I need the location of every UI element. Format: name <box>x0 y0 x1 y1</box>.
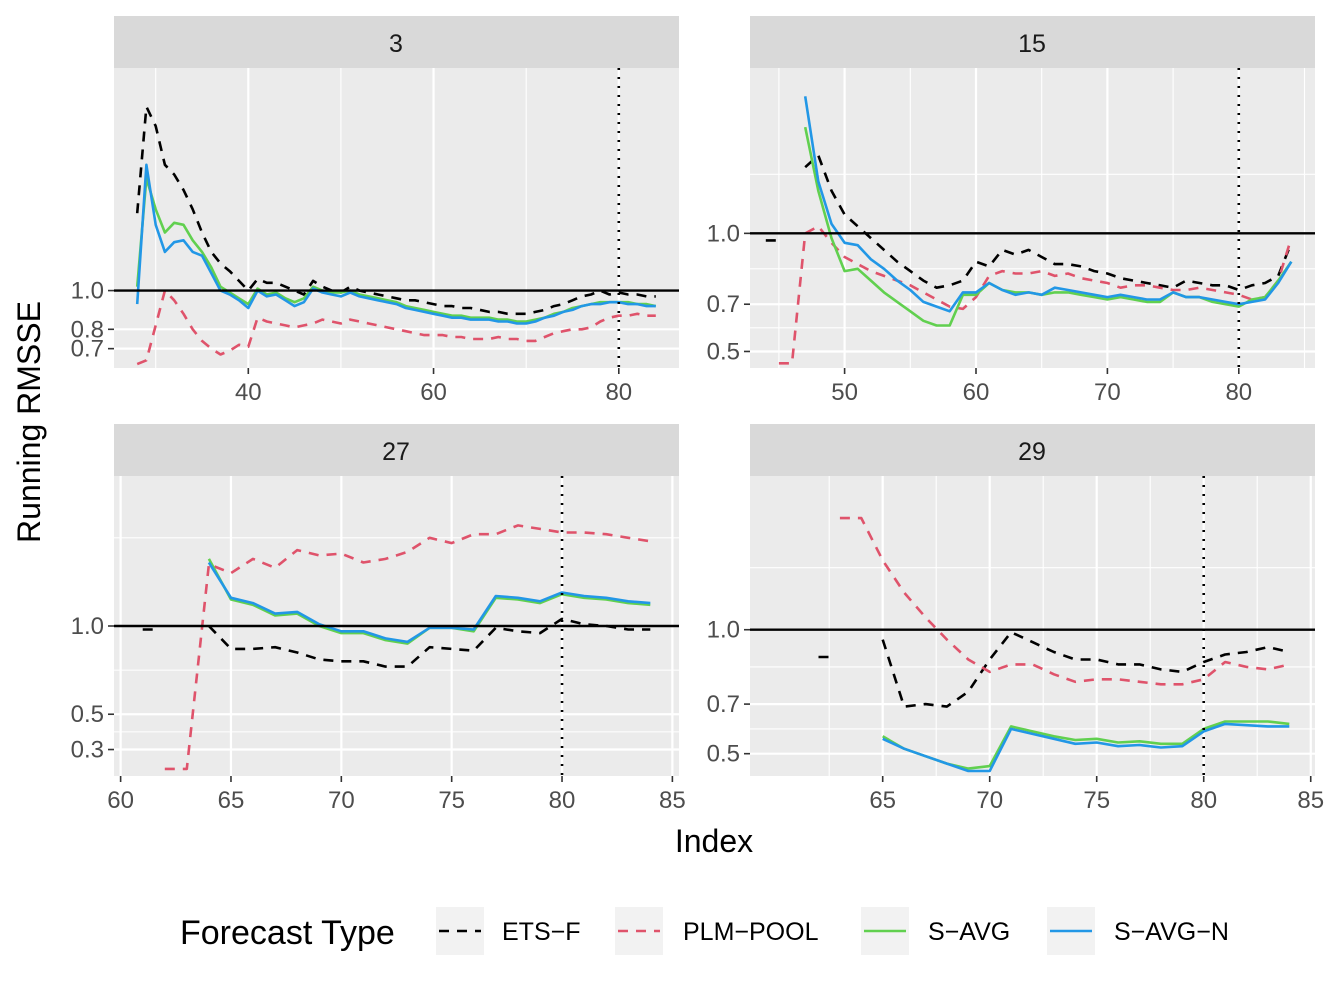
x-axis-title: Index <box>675 823 753 859</box>
panel-3: 3 <box>114 16 679 368</box>
series-group <box>142 524 651 771</box>
x-tick-label: 60 <box>107 787 134 814</box>
panel-plot-15: 50 60 70 80 0.5 0.7 1.0 <box>707 68 1315 406</box>
panel-15: 15 <box>750 16 1315 368</box>
y-tick-label: 1.0 <box>707 220 740 247</box>
y-tick-label: 0.3 <box>71 737 104 764</box>
y-tick-label: 0.8 <box>71 316 104 343</box>
series-line-ets-f <box>142 617 651 668</box>
series-line-s-avg-n <box>135 163 656 325</box>
series-line-ets-f <box>765 154 1293 292</box>
panel-plot-3: 40 60 80 0.70.8 1.0 <box>71 68 679 406</box>
x-tick-label: 60 <box>420 379 447 406</box>
series-group <box>818 516 1290 773</box>
x-tick-label: 80 <box>549 787 576 814</box>
series-line-plm-pool <box>778 225 1293 365</box>
strip-title-29: 29 <box>1018 438 1046 466</box>
y-tick-label: 0.7 <box>707 691 740 718</box>
strip-27 <box>114 424 679 476</box>
x-tick-label: 70 <box>1094 379 1121 406</box>
strip-15 <box>750 16 1315 68</box>
panel-plot-27: 60 65 70 75 80 85 0.3 0.5 1.0 <box>71 476 686 814</box>
y-tick-label: 1.0 <box>707 617 740 644</box>
legend: Forecast Type ETS−F PLM−POOL S−AVG S−AVG… <box>180 907 1229 955</box>
strip-title-15: 15 <box>1018 30 1046 58</box>
plot-area-15 <box>750 68 1315 368</box>
x-tick-label: 85 <box>1297 787 1324 814</box>
y-axis-title: Running RMSSE <box>11 301 47 543</box>
series-line-plm-pool <box>136 289 656 366</box>
legend-item-plm-pool: PLM−POOL <box>615 907 819 955</box>
x-tick-label: 40 <box>235 379 262 406</box>
panel-27: 27 <box>114 424 679 776</box>
series-line-s-avg-n <box>803 96 1293 313</box>
x-tick-label: 85 <box>659 787 686 814</box>
x-tick-label: 75 <box>1083 787 1110 814</box>
series-line-ets-f <box>135 105 656 316</box>
x-tick-label: 80 <box>605 379 632 406</box>
series-line-s-avg-n <box>207 561 651 644</box>
y-tick-label: 0.5 <box>707 338 740 365</box>
series-line-ets-f <box>818 630 1290 708</box>
x-tick-label: 70 <box>328 787 355 814</box>
legend-item-s-avg: S−AVG <box>861 907 1010 955</box>
x-tick-label: 70 <box>976 787 1003 814</box>
y-tick-label: 0.5 <box>71 701 104 728</box>
series-line-s-avg-n <box>882 722 1290 773</box>
legend-item-ets-f: ETS−F <box>436 907 581 955</box>
y-tick-label: 1.0 <box>71 613 104 640</box>
strip-3 <box>114 16 679 68</box>
legend-label-plm-pool: PLM−POOL <box>683 918 819 946</box>
strip-title-27: 27 <box>382 438 410 466</box>
series-line-plm-pool <box>164 524 651 771</box>
series-line-plm-pool <box>839 516 1290 686</box>
legend-label-ets-f: ETS−F <box>502 918 581 946</box>
legend-item-s-avg-n: S−AVG−N <box>1047 907 1229 955</box>
y-tick-label: 1.0 <box>71 278 104 305</box>
series-group <box>135 105 657 366</box>
legend-title: Forecast Type <box>180 914 395 952</box>
legend-label-s-avg-n: S−AVG−N <box>1114 918 1229 946</box>
x-tick-label: 80 <box>1225 379 1252 406</box>
series-group <box>765 96 1293 365</box>
x-tick-label: 65 <box>218 787 245 814</box>
x-tick-label: 50 <box>831 379 858 406</box>
strip-29 <box>750 424 1315 476</box>
x-tick-label: 65 <box>869 787 896 814</box>
plot-area-3 <box>114 68 679 368</box>
y-tick-label: 0.7 <box>71 336 104 363</box>
panel-plot-29: 65 70 75 80 85 0.5 0.7 1.0 <box>707 476 1324 814</box>
strip-title-3: 3 <box>389 30 403 58</box>
legend-label-s-avg: S−AVG <box>928 918 1010 946</box>
panel-29: 29 <box>750 424 1315 776</box>
x-tick-label: 60 <box>963 379 990 406</box>
x-tick-label: 80 <box>1190 787 1217 814</box>
y-tick-label: 0.5 <box>707 741 740 768</box>
y-tick-label: 0.7 <box>707 291 740 318</box>
series-line-s-avg <box>803 126 1293 327</box>
x-tick-label: 75 <box>438 787 465 814</box>
